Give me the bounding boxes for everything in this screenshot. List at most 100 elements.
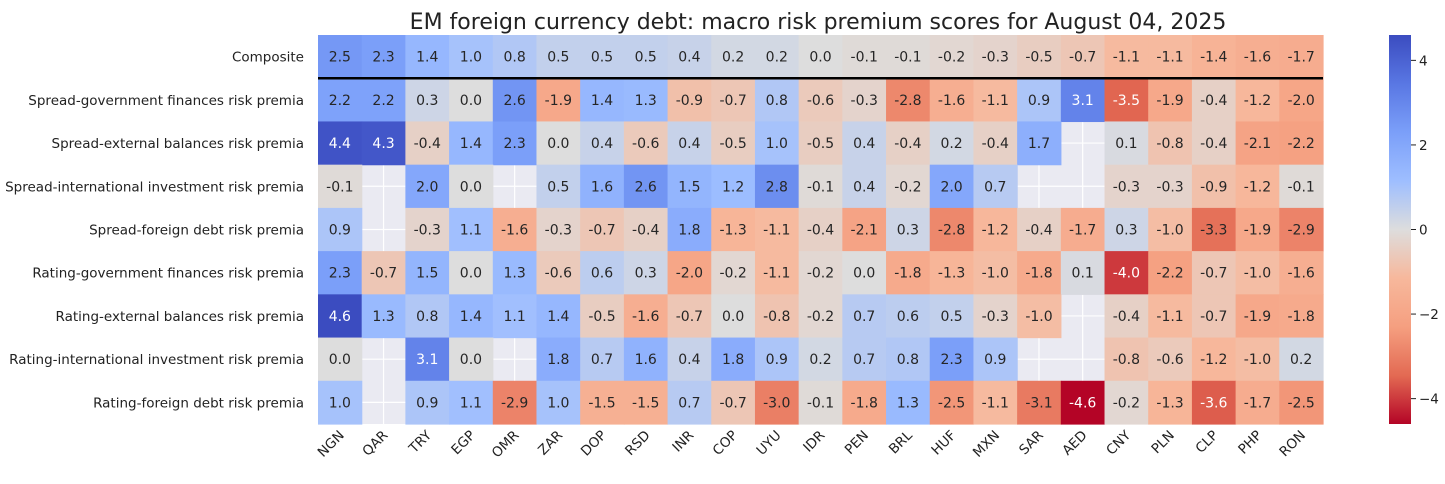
cell-value-label: 0.0 [460, 266, 482, 282]
heatmap-cell [798, 35, 843, 79]
cell-value-label: 0.0 [809, 50, 831, 66]
heatmap-cell [1279, 294, 1324, 339]
cell-value-label: 2.8 [766, 179, 788, 195]
cell-value-label: 0.9 [984, 352, 1006, 368]
cell-value-label: -0.8 [1156, 136, 1183, 152]
cell-value-label: 1.8 [547, 352, 569, 368]
cell-value-label: 0.3 [416, 93, 438, 109]
heatmap-cell [667, 380, 712, 425]
colorbar [1389, 35, 1411, 424]
cell-value-label: 1.1 [460, 223, 482, 239]
cell-value-label: 1.4 [460, 309, 482, 325]
cell-value-label: -1.6 [501, 223, 528, 239]
cell-value-label: -0.2 [938, 50, 965, 66]
heatmap-cell [1104, 337, 1149, 382]
cell-value-label: -0.8 [1113, 352, 1140, 368]
heatmap-cell [1235, 207, 1280, 252]
column-label: MXN [970, 428, 1003, 461]
heatmap-cell [318, 294, 363, 339]
cell-value-label: 2.3 [503, 136, 525, 152]
heatmap-cell [1191, 207, 1237, 252]
cell-value-label: 0.5 [547, 179, 569, 195]
cell-value-label: 1.3 [372, 309, 394, 325]
row-label: Spread-international investment risk pre… [5, 179, 304, 195]
heatmap-cell [1148, 380, 1193, 425]
heatmap-cell [711, 78, 756, 123]
heatmap-cell [1235, 380, 1280, 425]
cell-value-label: -1.5 [632, 395, 659, 411]
heatmap-cell [711, 337, 756, 382]
heatmap-cell [623, 164, 669, 209]
heatmap-cell [318, 35, 363, 79]
heatmap-cell [623, 294, 669, 339]
column-label: AED [1059, 428, 1090, 459]
heatmap-cell [1279, 251, 1324, 295]
heatmap-cell [929, 35, 975, 79]
heatmap-cell [1191, 251, 1237, 295]
cell-value-label: 2.0 [940, 179, 962, 195]
cell-value-label: -0.4 [982, 136, 1009, 152]
cell-value-label: 0.7 [853, 352, 875, 368]
heatmap-cell [1148, 35, 1193, 79]
cell-value-label: -3.0 [763, 395, 790, 411]
heatmap-cell [1191, 337, 1237, 382]
colorbar-tick-label: −2 [1419, 307, 1439, 323]
cell-value-label: 1.5 [416, 266, 438, 282]
heatmap-cell [798, 78, 843, 123]
cell-value-label: -1.0 [1025, 309, 1052, 325]
cell-value-label: 2.2 [329, 93, 351, 109]
row-label: Spread-foreign debt risk premia [89, 223, 304, 239]
row-label: Spread-external balances risk premia [52, 136, 304, 152]
heatmap-cell [1279, 35, 1324, 79]
cell-value-label: -0.2 [1113, 395, 1140, 411]
cell-value-label: 2.0 [416, 179, 438, 195]
cell-value-label: 0.2 [809, 352, 831, 368]
cell-value-label: 1.6 [635, 352, 657, 368]
cell-value-label: -0.1 [1287, 179, 1314, 195]
heatmap-cell [405, 35, 450, 79]
heatmap-cell [1017, 35, 1062, 79]
heatmap-cell [536, 337, 581, 382]
heatmap-cell [1235, 337, 1280, 382]
cell-value-label: -2.8 [938, 223, 965, 239]
heatmap-cell [536, 121, 581, 166]
heatmap-cell [449, 380, 494, 425]
cell-value-label: -0.2 [719, 266, 746, 282]
heatmap-cell [1060, 380, 1106, 425]
heatmap-cell [929, 121, 975, 166]
heatmap-cell [1279, 121, 1324, 166]
cell-value-label: -0.5 [807, 136, 834, 152]
cell-value-label: 2.3 [372, 50, 394, 66]
heatmap-cell [1060, 251, 1106, 295]
column-label: PEN [842, 428, 872, 458]
heatmap-cell [711, 121, 756, 166]
heatmap-cell [1279, 380, 1324, 425]
heatmap-cell [842, 78, 887, 123]
cell-value-label: -0.7 [719, 93, 746, 109]
cell-value-label: 0.9 [329, 223, 351, 239]
cell-value-label: -1.0 [982, 266, 1009, 282]
cell-value-label: -3.3 [1200, 223, 1227, 239]
heatmap-cell [1191, 121, 1237, 166]
cell-value-label: 0.4 [678, 50, 700, 66]
heatmap-cell [973, 207, 1018, 252]
cell-value-label: 2.6 [635, 179, 657, 195]
heatmap-cell [1104, 207, 1149, 252]
cell-value-label: -0.4 [1113, 309, 1140, 325]
column-label: EGP [448, 428, 479, 459]
cell-value-label: 1.0 [766, 136, 788, 152]
cell-value-label: -1.8 [1287, 309, 1314, 325]
cell-value-label: 1.4 [591, 93, 613, 109]
column-label: PHP [1235, 428, 1265, 458]
cell-value-label: 0.7 [853, 309, 875, 325]
cell-value-label: -1.2 [1244, 93, 1271, 109]
cell-value-label: -0.1 [326, 179, 353, 195]
cell-value-label: -0.5 [588, 309, 615, 325]
cell-value-label: 0.4 [591, 136, 613, 152]
heatmap-cell [1104, 35, 1149, 79]
cell-value-label: 3.1 [1072, 93, 1094, 109]
cell-value-label: -0.4 [414, 136, 441, 152]
heatmap-cell [361, 35, 406, 79]
cell-value-label: 0.2 [940, 136, 962, 152]
cell-value-label: -1.2 [1244, 179, 1271, 195]
